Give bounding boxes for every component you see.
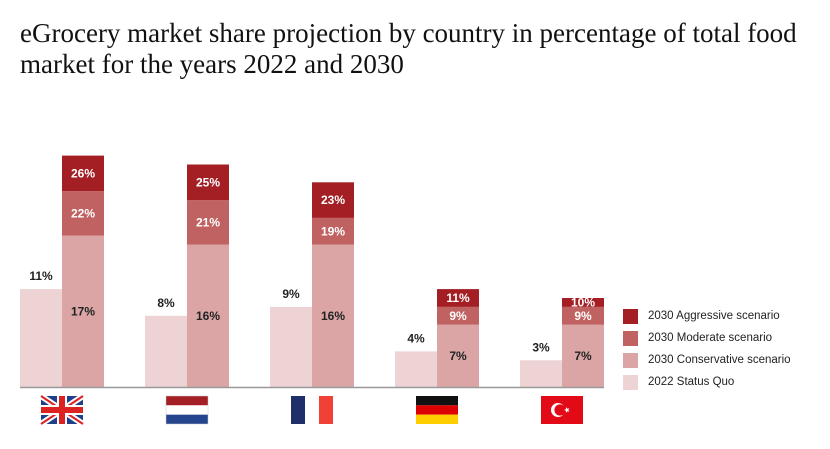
- bar-2030-aggressive-scenario: [562, 298, 604, 307]
- bar-2030-moderate-scenario: [187, 200, 229, 245]
- bar-2030-moderate-scenario: [437, 306, 479, 325]
- legend-label: 2030 Aggressive scenario: [648, 310, 780, 322]
- bar-2030-conservative-scenario: [62, 235, 104, 387]
- data-label: 19%: [321, 224, 345, 238]
- bar-2030-aggressive-scenario: [312, 182, 354, 218]
- legend: 2030 Aggressive scenario 2030 Moderate sc…: [623, 305, 791, 393]
- chart-title: eGrocery market share projection by coun…: [20, 18, 797, 79]
- bar-status-quo: [520, 360, 562, 387]
- legend-item: 2022 Status Quo: [623, 371, 791, 393]
- netherlands-flag-icon: Netherlands: [165, 395, 209, 425]
- legend-label: 2030 Moderate scenario: [648, 332, 773, 344]
- data-label: 8%: [157, 296, 175, 310]
- bar-2030-conservative-scenario: [437, 324, 479, 387]
- uk-flag-icon: United Kingdom: [39, 393, 85, 427]
- bar-2030-conservative-scenario: [312, 244, 354, 387]
- data-label: 22%: [71, 206, 95, 220]
- data-label: 11%: [446, 291, 470, 305]
- data-label: 9%: [574, 309, 592, 323]
- bar-status-quo: [270, 306, 312, 387]
- bar-2030-conservative-scenario: [187, 244, 229, 387]
- data-label: 16%: [196, 309, 220, 323]
- data-label: 7%: [574, 349, 592, 363]
- data-label: 9%: [449, 309, 467, 323]
- bar-2030-aggressive-scenario: [187, 164, 229, 201]
- data-label: 9%: [282, 287, 300, 301]
- data-label: 11%: [29, 269, 53, 283]
- france-flag-icon: France: [291, 396, 333, 424]
- data-label: 23%: [321, 193, 345, 207]
- bar-2030-moderate-scenario: [312, 217, 354, 245]
- bar-status-quo: [145, 315, 187, 387]
- legend-item: 2030 Aggressive scenario: [623, 305, 791, 327]
- bar-2030-moderate-scenario: [562, 306, 604, 325]
- data-label: 25%: [196, 175, 220, 189]
- bar-2030-aggressive-scenario: [62, 155, 104, 192]
- legend-swatch: [623, 308, 638, 324]
- bar-2030-moderate-scenario: [62, 191, 104, 236]
- data-label: 10%: [571, 295, 595, 309]
- legend-swatch: [623, 330, 638, 346]
- bar-status-quo: [20, 289, 62, 387]
- legend-swatch: [623, 374, 638, 390]
- data-label: 16%: [321, 309, 345, 323]
- data-label: 21%: [196, 215, 220, 229]
- data-label: 7%: [449, 349, 467, 363]
- legend-item: 2030 Conservative scenario: [623, 349, 791, 371]
- legend-label: 2022 Status Quo: [648, 376, 735, 388]
- bar-2030-conservative-scenario: [562, 324, 604, 387]
- data-label: 4%: [407, 331, 425, 345]
- legend-item: 2030 Moderate scenario: [623, 327, 791, 349]
- germany-flag-icon: Germany: [416, 396, 458, 424]
- bar-status-quo: [395, 351, 437, 387]
- data-label: 26%: [71, 166, 95, 180]
- data-label: 3%: [532, 340, 550, 354]
- bar-2030-aggressive-scenario: [437, 289, 479, 307]
- legend-label: 2030 Conservative scenario: [648, 354, 791, 366]
- data-label: 17%: [71, 304, 95, 318]
- legend-swatch: [623, 352, 638, 368]
- turkey-flag-icon: Turkey: [541, 396, 583, 424]
